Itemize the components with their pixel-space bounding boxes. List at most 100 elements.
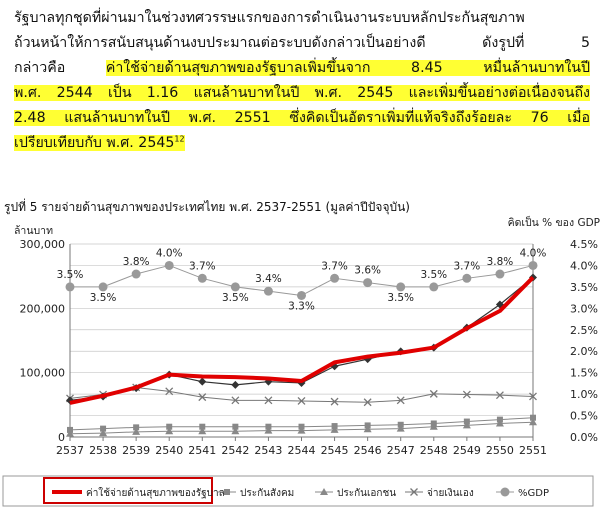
gdp-data-label: 3.5% xyxy=(420,269,447,281)
figure-caption: รูปที่ 5 รายจ่ายด้านสุขภาพของประเทศไทย พ… xyxy=(4,200,410,214)
paragraph-line-4: พ.ศ. 2544 เป็น 1.16 แสนล้านบาทในปี พ.ศ. … xyxy=(14,81,590,106)
right-axis-tick-label: 2.0% xyxy=(570,345,598,358)
legend-highlight-box xyxy=(43,477,213,504)
triangle-marker xyxy=(495,419,504,427)
x-axis-tick-label: 2548 xyxy=(420,444,448,457)
x-marker xyxy=(363,398,372,407)
triangle-marker xyxy=(462,421,471,429)
paragraph-line-4-highlight: พ.ศ. 2544 เป็น 1.16 แสนล้านบาทในปี พ.ศ. … xyxy=(14,85,590,101)
right-axis-tick-label: 2.5% xyxy=(570,324,598,337)
gdp-data-label: 3.6% xyxy=(354,265,381,277)
x-axis-tick-label: 2546 xyxy=(354,444,382,457)
circle-marker xyxy=(98,282,108,292)
x-marker xyxy=(231,396,240,405)
chart-legend: ค่าใช้จ่ายด้านสุขภาพของรัฐบาล ประกันสังคม… xyxy=(2,475,594,507)
x-axis-tick-label: 2537 xyxy=(56,444,84,457)
legend-label: ค่าใช้จ่ายด้านสุขภาพของรัฐบาล xyxy=(86,487,225,499)
x-marker xyxy=(410,488,418,496)
circle-marker xyxy=(363,278,373,288)
series-3 xyxy=(66,418,537,437)
gdp-data-label: 3.8% xyxy=(123,256,150,268)
x-axis-ticks: 2537 2538 2539 2540 2541 2542 2543 2544 2545 2546… xyxy=(56,437,547,457)
x-axis-tick-label: 2550 xyxy=(486,444,514,457)
gdp-data-label: 3.7% xyxy=(321,260,348,272)
x-marker xyxy=(396,396,405,405)
circle-marker xyxy=(528,260,538,270)
gdp-data-label: 3.4% xyxy=(255,273,282,285)
paragraph-line-3-plain: กล่าวคือ xyxy=(14,60,106,76)
gdp-data-label: 3.5% xyxy=(387,292,414,304)
square-marker xyxy=(232,423,239,430)
intro-paragraph: รัฐบาลทุกชุดที่ผ่านมาในช่วงทศวรรษแรกของก… xyxy=(14,6,590,156)
triangle-marker xyxy=(198,427,207,435)
series-line xyxy=(69,276,535,405)
legend-item: %GDP xyxy=(496,487,549,499)
triangle-marker xyxy=(330,425,339,433)
circle-marker xyxy=(164,260,174,270)
circle-marker xyxy=(429,282,439,292)
footnote-marker: 12 xyxy=(174,134,185,144)
left-axis-unit: ล้านบาท xyxy=(14,225,53,237)
gdp-data-label: 3.7% xyxy=(189,260,216,272)
series-line xyxy=(69,386,534,403)
diamond-marker xyxy=(231,380,240,389)
square-marker xyxy=(199,423,206,430)
paragraph-line-6-highlight: เปรียบเทียบกับ พ.ศ. 254512 xyxy=(14,135,185,151)
right-axis-tick-label: 1.0% xyxy=(570,388,598,401)
circle-marker xyxy=(500,487,510,497)
circle-marker xyxy=(396,282,406,292)
right-axis-unit: คิดเป็น % ของ GDP xyxy=(508,215,600,229)
gdp-data-label: 4.0% xyxy=(520,247,547,259)
gdp-data-label: 3.8% xyxy=(487,256,514,268)
x-marker xyxy=(198,393,207,402)
x-axis-tick-label: 2539 xyxy=(122,444,150,457)
paragraph-line-5: 2.48 แสนล้านบาทในปี พ.ศ. 2551 ซึ่งคิดเป็… xyxy=(14,106,590,131)
x-axis-tick-label: 2542 xyxy=(221,444,249,457)
paragraph-line-3-highlight: ค่าใช้จ่ายด้านสุขภาพของรัฐบาลเพิ่มขึ้นจา… xyxy=(105,60,590,76)
triangle-marker xyxy=(429,422,438,430)
circle-marker xyxy=(197,273,207,283)
square-marker xyxy=(133,424,140,431)
x-axis-tick-label: 2549 xyxy=(453,444,481,457)
right-axis-tick-label: 0.0% xyxy=(570,431,598,444)
legend-item: ประกันสังคม xyxy=(218,488,294,499)
paragraph-line-6-text: เปรียบเทียบกับ พ.ศ. 2545 xyxy=(14,135,175,151)
legend-label: ประกันเอกชน xyxy=(337,488,396,499)
circle-marker xyxy=(495,269,505,279)
circle-marker xyxy=(462,273,472,283)
gdp-data-label: 3.5% xyxy=(222,292,249,304)
x-marker xyxy=(462,390,471,399)
x-marker xyxy=(264,396,273,405)
circle-marker xyxy=(230,282,240,292)
square-marker xyxy=(224,489,230,495)
gdp-data-label: 3.5% xyxy=(90,292,117,304)
x-marker xyxy=(495,391,504,400)
left-axis-ticks: 0 100,000 200,000 300,000 xyxy=(20,238,66,444)
legend-label: ประกันสังคม xyxy=(240,488,294,499)
triangle-marker xyxy=(264,426,273,434)
gdp-data-label: 3.5% xyxy=(57,269,84,281)
x-axis-tick-label: 2551 xyxy=(519,444,547,457)
paragraph-line-2: ถ้วนหน้าให้การสนับสนุนด้านงบประมาณต่อระบ… xyxy=(14,35,590,51)
series-4 xyxy=(66,383,537,407)
paragraph-line-6: เปรียบเทียบกับ พ.ศ. 254512 xyxy=(14,131,590,156)
diamond-marker xyxy=(198,377,207,386)
circle-marker xyxy=(65,282,75,292)
right-axis-tick-label: 1.5% xyxy=(570,367,598,380)
triangle-marker xyxy=(66,429,74,437)
series-lines xyxy=(65,260,538,437)
gdp-data-label: 4.0% xyxy=(156,247,183,259)
diamond-marker xyxy=(66,396,74,405)
x-axis-tick-label: 2543 xyxy=(254,444,282,457)
triangle-marker xyxy=(529,418,537,426)
x-axis-tick-label: 2540 xyxy=(155,444,183,457)
right-axis-tick-label: 4.0% xyxy=(570,259,598,272)
paragraph-line-1: รัฐบาลทุกชุดที่ผ่านมาในช่วงทศวรรษแรกของก… xyxy=(14,10,525,26)
x-axis-tick-label: 2547 xyxy=(387,444,415,457)
x-marker xyxy=(165,387,174,396)
x-axis-tick-label: 2545 xyxy=(321,444,349,457)
circle-marker xyxy=(131,269,141,279)
x-marker xyxy=(529,392,537,401)
right-axis-tick-label: 3.5% xyxy=(570,281,598,294)
x-axis-tick-label: 2541 xyxy=(188,444,216,457)
